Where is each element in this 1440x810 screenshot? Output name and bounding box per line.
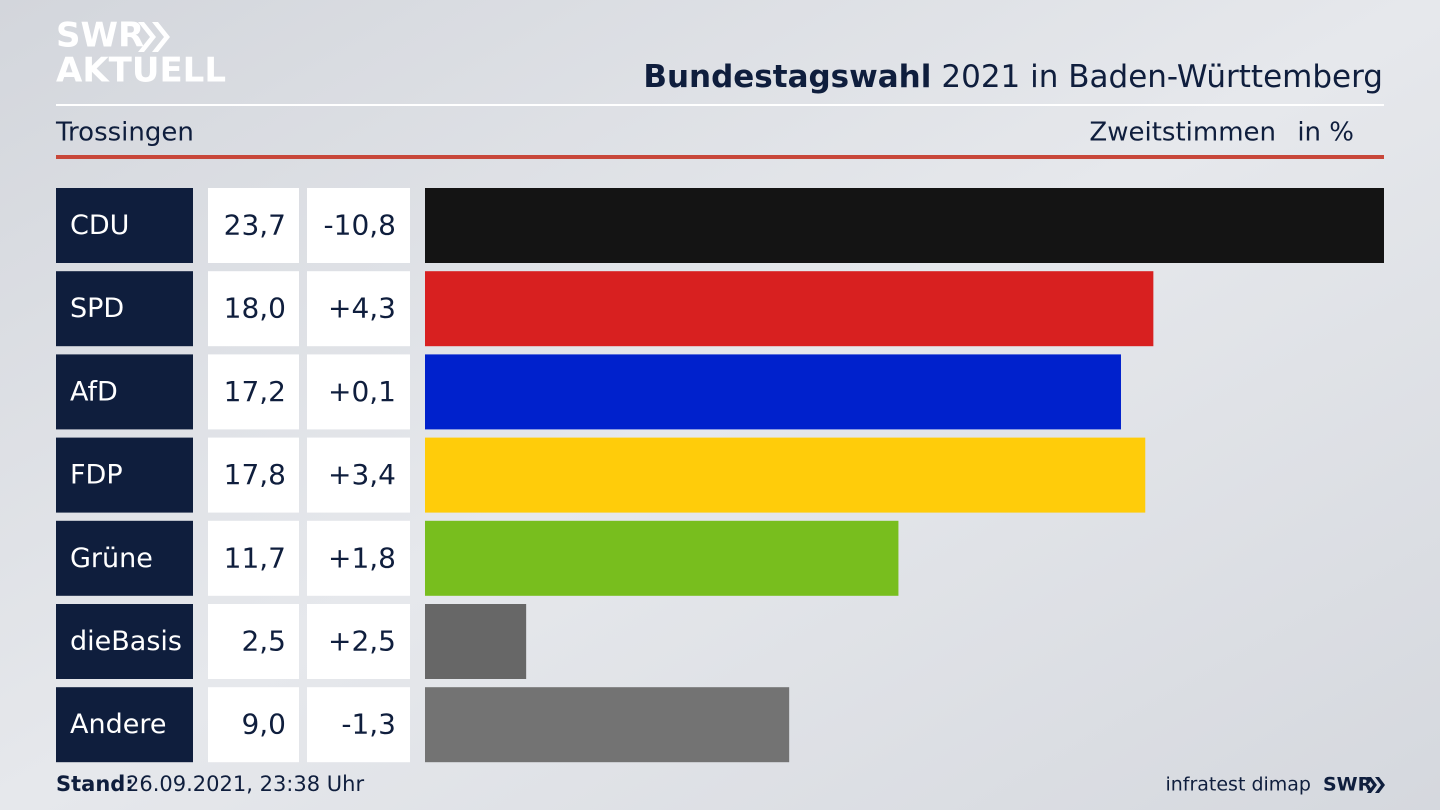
party-label: Andere xyxy=(70,709,166,740)
value-box xyxy=(208,520,299,596)
party-label: SPD xyxy=(70,293,124,324)
change-label: +4,3 xyxy=(328,292,396,325)
change-box xyxy=(307,354,410,430)
bar xyxy=(425,687,790,763)
accent-line xyxy=(56,155,1384,159)
title-bold: Bundestagswahl xyxy=(643,59,931,95)
change-box xyxy=(307,604,410,679)
source: infratest dimap xyxy=(1165,774,1311,796)
value-label: 17,8 xyxy=(224,458,286,491)
value-label: 18,0 xyxy=(224,292,286,325)
change-label: +2,5 xyxy=(328,625,396,658)
footer-chevrons xyxy=(1367,777,1385,793)
footer-logo-text: SWR xyxy=(1323,774,1373,796)
value-box xyxy=(208,354,299,430)
party-box xyxy=(56,271,193,347)
party-box xyxy=(56,188,193,263)
party-label: CDU xyxy=(70,210,129,241)
party-label: AfD xyxy=(70,376,118,407)
party-box xyxy=(56,520,193,596)
bar xyxy=(425,437,1146,513)
party-label: Grüne xyxy=(70,543,153,574)
party-box xyxy=(56,687,193,763)
party-label: FDP xyxy=(70,460,123,491)
change-label: -1,3 xyxy=(341,708,396,741)
divider xyxy=(56,104,1384,106)
measure: Zweitstimmen xyxy=(1089,118,1276,148)
value-box xyxy=(208,687,299,763)
rows: CDU 23,7 -10,8 SPD 18,0 +4,3 AfD 17,2 +0,1 FDP 17,… xyxy=(56,188,1384,763)
value-box xyxy=(208,271,299,347)
bar xyxy=(425,520,899,596)
logo-line2: AKTUELL xyxy=(56,51,226,91)
logo-line1: SWR xyxy=(56,16,144,56)
bar xyxy=(425,188,1384,263)
bar xyxy=(425,354,1121,430)
value-box xyxy=(208,188,299,263)
unit: in % xyxy=(1297,118,1354,148)
chart-title: Bundestagswahl 2021 in Baden-Württemberg xyxy=(643,59,1383,95)
change-label: -10,8 xyxy=(324,209,396,242)
change-label: +1,8 xyxy=(328,541,396,574)
logo: SWR AKTUELL xyxy=(56,16,226,91)
change-box xyxy=(307,687,410,763)
bar xyxy=(425,271,1154,347)
stand: 26.09.2021, 23:38 Uhr xyxy=(126,772,364,796)
value-label: 2,5 xyxy=(241,625,286,658)
change-box xyxy=(307,520,410,596)
change-box xyxy=(307,271,410,347)
change-label: +3,4 xyxy=(328,458,396,491)
value-label: 23,7 xyxy=(224,209,286,242)
footer-logo: SWR xyxy=(1323,774,1385,796)
party-box xyxy=(56,437,193,513)
logo-chevrons xyxy=(138,22,170,52)
location: Trossingen xyxy=(55,118,194,148)
title-suffix: 2021 in Baden-Württemberg xyxy=(941,59,1383,95)
change-box xyxy=(307,437,410,513)
party-box xyxy=(56,354,193,430)
bar xyxy=(425,604,527,679)
value-box xyxy=(208,604,299,679)
party-label: dieBasis xyxy=(70,626,182,657)
change-label: +0,1 xyxy=(328,375,396,408)
party-box xyxy=(56,604,193,679)
value-label: 9,0 xyxy=(241,708,286,741)
value-label: 17,2 xyxy=(224,375,286,408)
value-label: 11,7 xyxy=(224,541,286,574)
change-box xyxy=(307,188,410,263)
stand-label: Stand: xyxy=(56,772,134,796)
value-box xyxy=(208,437,299,513)
